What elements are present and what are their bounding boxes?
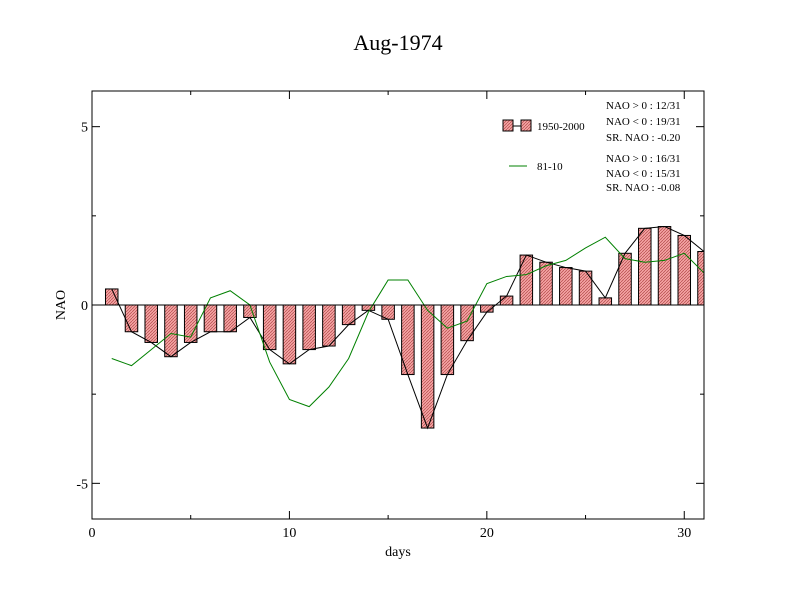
bar-outline-line — [111, 226, 704, 430]
bar-day-25 — [578, 270, 593, 306]
bar-day-26 — [598, 297, 613, 306]
legend-label-81-10: 81-10 — [537, 161, 563, 173]
bar-day-8 — [243, 304, 257, 318]
y-tick-label: 5 — [81, 121, 88, 136]
legend-bar-swatch — [502, 119, 514, 132]
bar-day-21 — [499, 295, 514, 306]
y-axis-label: NAO — [54, 290, 69, 320]
stat-8110-positive: NAO > 0 : 16/31 — [606, 153, 681, 165]
line-81-10 — [111, 236, 704, 408]
stat-8110-negative: NAO < 0 : 15/31 — [606, 168, 681, 180]
stat-1950-negative: NAO < 0 : 19/31 — [606, 116, 681, 128]
axis-ticks: 0 10 20 30 -5 0 5 — [76, 91, 704, 541]
legend: 1950-2000 81-10 — [502, 119, 585, 173]
stat-1950-sr: SR. NAO : -0.20 — [606, 132, 681, 144]
bar-day-24 — [559, 267, 573, 306]
legend-bar-swatch — [520, 119, 532, 132]
bar-day-30 — [677, 234, 692, 306]
bar-day-17 — [420, 304, 435, 429]
line-series — [111, 226, 704, 430]
x-tick-label: 20 — [480, 526, 494, 541]
bar-day-28 — [638, 227, 652, 306]
bar-day-23 — [539, 261, 553, 306]
legend-entry-1950-2000: 1950-2000 — [502, 119, 585, 133]
x-tick-label: 10 — [282, 526, 296, 541]
bar-day-31 — [697, 251, 704, 306]
stat-8110-sr: SR. NAO : -0.08 — [606, 182, 681, 194]
stat-1950-positive: NAO > 0 : 12/31 — [606, 100, 681, 112]
bar-day-7 — [223, 304, 237, 333]
bar-day-10 — [282, 304, 297, 365]
stats-annotations: NAO > 0 : 12/31 NAO < 0 : 19/31 SR. NAO … — [606, 100, 681, 194]
bar-day-1 — [104, 288, 119, 306]
bar-day-16 — [401, 304, 415, 376]
bar-day-2 — [124, 304, 139, 333]
bar-day-11 — [302, 304, 316, 351]
bar-day-6 — [203, 304, 218, 333]
x-tick-label: 0 — [89, 526, 96, 541]
legend-entry-81-10: 81-10 — [509, 161, 563, 173]
y-tick-label: -5 — [76, 477, 88, 492]
chart-title: Aug-1974 — [353, 30, 442, 55]
bar-day-12 — [322, 304, 336, 347]
bar-day-18 — [440, 304, 455, 376]
bar-series — [104, 226, 704, 429]
y-tick-label: 0 — [81, 299, 88, 314]
x-axis-label: days — [385, 545, 411, 560]
plot-area — [92, 226, 704, 430]
x-tick-label: 30 — [677, 526, 691, 541]
bar-day-27 — [618, 252, 632, 306]
bar-day-4 — [164, 304, 178, 358]
legend-label-1950-2000: 1950-2000 — [537, 121, 585, 133]
bar-day-22 — [519, 254, 534, 306]
bar-day-29 — [657, 226, 672, 306]
bar-day-3 — [144, 304, 158, 343]
